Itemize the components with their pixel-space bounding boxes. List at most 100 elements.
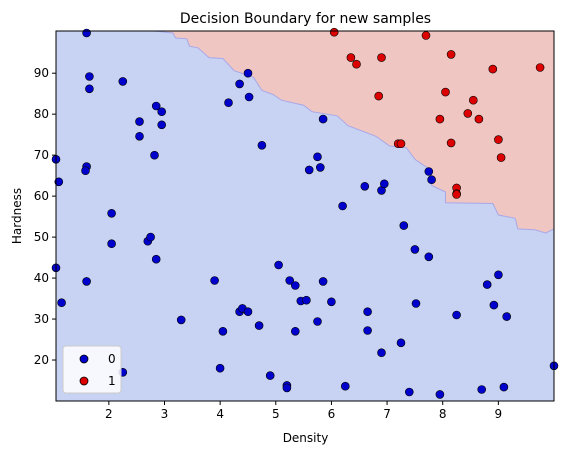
- point-class-0-30: [245, 93, 253, 101]
- point-class-0-5: [85, 73, 93, 81]
- point-class-0-52: [339, 202, 347, 210]
- point-class-0-71: [483, 281, 491, 289]
- point-class-0-55: [364, 308, 372, 316]
- y-tick-label-50: 50: [34, 230, 49, 244]
- point-class-1-14: [453, 191, 461, 199]
- point-class-0-23: [177, 316, 185, 324]
- y-tick-label-30: 30: [34, 312, 49, 326]
- point-class-1-0: [330, 28, 338, 36]
- point-class-1-18: [489, 65, 497, 73]
- y-axis-label: Hardness: [10, 188, 24, 244]
- point-class-0-35: [255, 322, 263, 330]
- point-class-1-7: [397, 140, 405, 148]
- point-class-0-37: [275, 261, 283, 269]
- point-class-1-16: [469, 96, 477, 104]
- point-class-0-41: [291, 282, 299, 290]
- point-class-0-29: [244, 69, 252, 77]
- y-tick-label-80: 80: [34, 107, 49, 121]
- point-class-0-46: [314, 153, 322, 161]
- point-class-0-15: [136, 132, 144, 140]
- point-class-0-64: [412, 300, 420, 308]
- point-class-0-63: [411, 245, 419, 253]
- point-class-0-33: [244, 308, 252, 316]
- point-class-0-4: [83, 29, 91, 37]
- x-tick-label-2: 2: [105, 407, 113, 421]
- point-class-1-17: [475, 115, 483, 123]
- point-class-0-12: [119, 77, 127, 85]
- point-class-0-53: [341, 382, 349, 390]
- point-class-0-22: [152, 255, 160, 263]
- point-class-0-60: [397, 339, 405, 347]
- y-tick-label-20: 20: [34, 353, 49, 367]
- point-class-1-15: [464, 109, 472, 117]
- point-class-1-10: [447, 50, 455, 58]
- point-class-1-2: [353, 60, 361, 68]
- point-class-0-65: [425, 168, 433, 176]
- point-class-0-50: [319, 277, 327, 285]
- point-class-0-56: [364, 327, 372, 335]
- point-class-1-21: [536, 64, 544, 72]
- point-class-1-1: [347, 54, 355, 62]
- point-class-1-20: [497, 154, 505, 162]
- point-class-1-11: [447, 139, 455, 147]
- point-class-0-58: [380, 180, 388, 188]
- point-class-0-54: [361, 182, 369, 190]
- point-class-0-14: [136, 118, 144, 126]
- point-class-0-26: [219, 327, 227, 335]
- point-class-0-51: [327, 298, 335, 306]
- point-class-1-5: [375, 92, 383, 100]
- legend: 0 1: [63, 346, 121, 393]
- point-class-0-28: [236, 80, 244, 88]
- point-class-0-10: [108, 209, 116, 217]
- point-class-0-20: [158, 121, 166, 129]
- y-tick-label-70: 70: [34, 148, 49, 162]
- point-class-0-27: [225, 99, 233, 107]
- point-class-0-72: [490, 301, 498, 309]
- x-axis-label: Density: [283, 431, 329, 445]
- x-tick-label-3: 3: [161, 407, 169, 421]
- legend-label-1: 1: [108, 374, 116, 388]
- point-class-0-11: [108, 240, 116, 248]
- point-class-0-62: [405, 388, 413, 396]
- point-class-1-9: [442, 88, 450, 96]
- point-class-0-39: [283, 384, 291, 392]
- point-class-1-3: [378, 54, 386, 62]
- y-tick-label-60: 60: [34, 189, 49, 203]
- point-class-1-19: [494, 136, 502, 144]
- point-class-1-8: [436, 115, 444, 123]
- legend-marker-1: [80, 377, 88, 385]
- y-tick-label-40: 40: [34, 271, 49, 285]
- x-tick-label-4: 4: [216, 407, 224, 421]
- x-tick-label-6: 6: [328, 407, 336, 421]
- point-class-0-17: [147, 233, 155, 241]
- legend-label-0: 0: [108, 352, 116, 366]
- point-class-0-59: [378, 349, 386, 357]
- point-class-0-48: [319, 115, 327, 123]
- point-class-0-73: [494, 271, 502, 279]
- chart-title: Decision Boundary for new samples: [180, 11, 431, 27]
- point-class-0-3: [58, 299, 66, 307]
- point-class-0-45: [305, 166, 313, 174]
- point-class-0-25: [216, 364, 224, 372]
- point-class-0-49: [314, 318, 322, 326]
- point-class-0-44: [302, 296, 310, 304]
- point-class-0-67: [425, 253, 433, 261]
- point-class-0-66: [428, 176, 436, 184]
- x-tick-label-7: 7: [383, 407, 391, 421]
- point-class-0-34: [258, 141, 266, 149]
- point-class-0-36: [266, 372, 274, 380]
- y-tick-label-90: 90: [34, 66, 49, 80]
- x-tick-label-5: 5: [272, 407, 280, 421]
- point-class-0-6: [85, 85, 93, 93]
- point-class-0-42: [291, 327, 299, 335]
- point-class-0-47: [316, 163, 324, 171]
- point-class-0-74: [500, 383, 508, 391]
- x-tick-label-8: 8: [439, 407, 447, 421]
- point-class-0-61: [400, 222, 408, 230]
- legend-marker-0: [80, 355, 88, 363]
- point-class-1-4: [422, 32, 430, 40]
- point-class-0-75: [503, 313, 511, 321]
- x-tick-label-9: 9: [495, 407, 503, 421]
- point-class-0-19: [158, 108, 166, 116]
